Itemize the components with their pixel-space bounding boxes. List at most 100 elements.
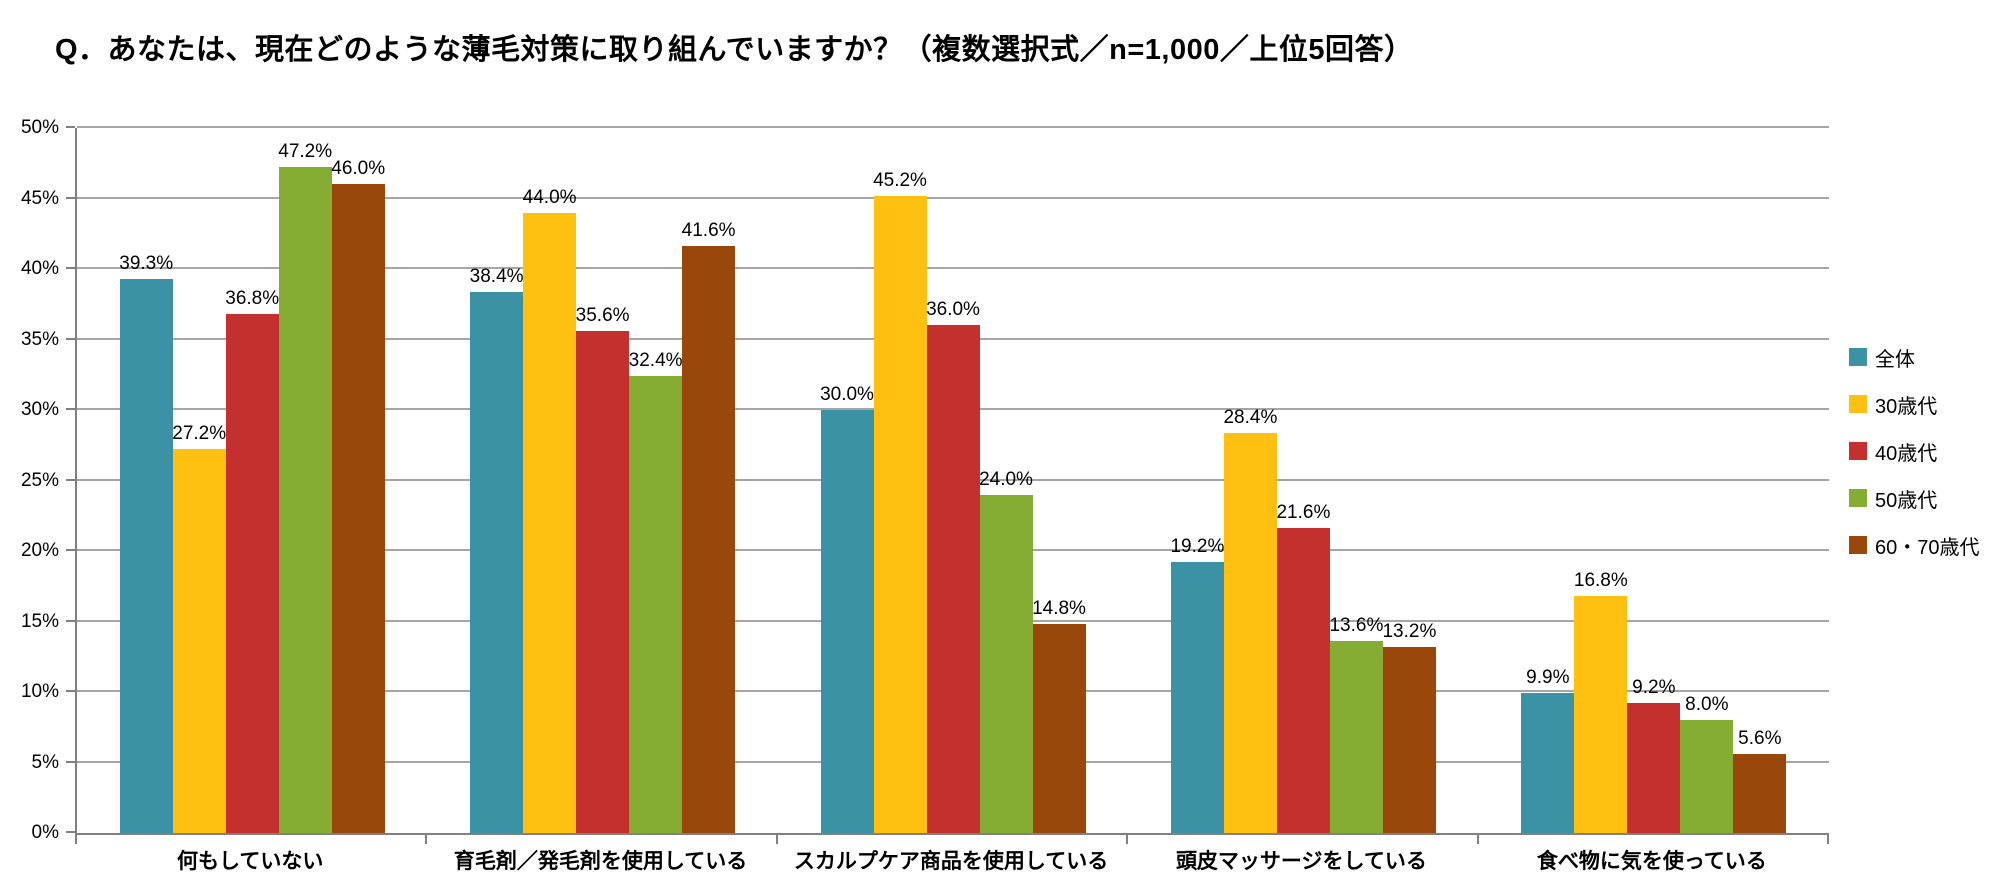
bar-data-label: 14.8%	[1032, 598, 1086, 620]
bar-data-label: 46.0%	[331, 158, 386, 180]
legend-label: 全体	[1875, 348, 1915, 371]
y-axis: 0% 5% 10% 15% 20% 25% 30% 35% 40% 45% 50%	[0, 117, 75, 843]
bar-data-label: 13.6%	[1329, 615, 1384, 637]
bar-group: 39.3% 27.2% 36.8% 47.2% 46.0%	[77, 128, 427, 833]
bar-全体: 19.2%	[1170, 536, 1224, 833]
bar-50歳代: 13.6%	[1329, 615, 1383, 833]
bar-groups: 39.3% 27.2% 36.8% 47.2% 46.0% 38.4% 44.0% 35.6%…	[77, 128, 1829, 833]
bar-group: 30.0% 45.2% 36.0% 24.0% 14.8%	[778, 128, 1128, 833]
bar-全体: 38.4%	[470, 266, 524, 833]
bar-50歳代: 47.2%	[278, 141, 332, 833]
y-axis-tick-mark	[66, 126, 75, 128]
category-label: 食べ物に気を使っている	[1536, 850, 1767, 873]
bar-data-label: 9.9%	[1526, 667, 1570, 689]
category-label: スカルプケア商品を使用している	[793, 850, 1109, 873]
legend-swatch-icon	[1849, 536, 1867, 554]
bar-60・70歳代: 41.6%	[682, 220, 736, 833]
bar-data-label: 28.4%	[1223, 406, 1278, 428]
y-axis-tick-mark	[66, 831, 75, 833]
bar-group: 19.2% 28.4% 21.6% 13.6% 13.2%	[1128, 128, 1478, 833]
chart-title: Q．あなたは、現在どのような薄毛対策に取り組んでいますか？（複数選択式／n=1,…	[55, 34, 1414, 66]
plot-area: 39.3% 27.2% 36.8% 47.2% 46.0% 38.4% 44.0% 35.6%…	[75, 126, 1829, 835]
bar-data-label: 8.0%	[1685, 694, 1729, 716]
legend-label: 60・70歳代	[1875, 536, 1980, 559]
legend: 全体 30歳代 40歳代 50歳代 60・70歳代	[1849, 344, 1980, 579]
y-axis-tick-mark	[66, 619, 75, 622]
legend-swatch-icon	[1849, 489, 1867, 507]
bar-group: 38.4% 44.0% 35.6% 32.4% 41.6%	[427, 128, 777, 833]
category-label: 何もしていない	[177, 850, 324, 873]
y-axis-tick-label: 50%	[20, 117, 59, 138]
legend-item: 40歳代	[1849, 438, 1980, 465]
bar-data-label: 36.8%	[225, 288, 280, 310]
gridline	[77, 196, 1829, 199]
x-axis-labels: 何もしていない 育毛剤／発毛剤を使用している スカルプケア商品を使用している 頭皮マッ…	[75, 845, 1827, 875]
legend-label: 50歳代	[1875, 489, 1938, 512]
y-axis-tick-label: 20%	[20, 540, 59, 561]
bar-data-label: 16.8%	[1573, 570, 1628, 592]
bar-60・70歳代: 13.2%	[1382, 621, 1436, 833]
y-axis-tick-label: 10%	[20, 681, 59, 702]
bar-40歳代: 9.2%	[1627, 677, 1681, 833]
bar-50歳代: 32.4%	[629, 350, 683, 833]
bar-全体: 39.3%	[119, 253, 173, 833]
legend-swatch-icon	[1849, 348, 1867, 366]
bar-data-label: 45.2%	[873, 169, 927, 191]
y-axis-tick-mark	[66, 690, 75, 692]
x-axis-tick-mark	[1476, 835, 1479, 844]
bar-data-label: 39.3%	[119, 252, 174, 274]
y-axis-tick-mark	[66, 549, 75, 551]
bar-30歳代: 16.8%	[1574, 570, 1628, 833]
category-label: 頭皮マッサージをしている	[1175, 850, 1427, 873]
bar-data-label: 9.2%	[1632, 677, 1676, 699]
bar-50歳代: 8.0%	[1680, 694, 1734, 833]
bar-30歳代: 44.0%	[523, 187, 577, 833]
x-axis-tick-mark	[1827, 835, 1829, 844]
bar-data-label: 21.6%	[1276, 502, 1331, 524]
y-axis-tick-mark	[66, 196, 75, 199]
bar-data-label: 30.0%	[820, 384, 874, 405]
gridline	[77, 126, 1829, 128]
legend-item: 全体	[1849, 344, 1980, 371]
x-axis-tick-mark	[775, 835, 778, 844]
bar-data-label: 32.4%	[628, 350, 683, 372]
bar-data-label: 44.0%	[522, 186, 577, 208]
gridline	[77, 267, 1829, 269]
legend-item: 50歳代	[1849, 485, 1980, 512]
legend-swatch-icon	[1849, 442, 1867, 460]
bar-30歳代: 27.2%	[172, 423, 226, 833]
y-axis-tick-label: 40%	[20, 258, 59, 279]
x-axis-tick-mark	[75, 835, 77, 844]
y-axis-tick-label: 45%	[20, 187, 59, 209]
bar-60・70歳代: 14.8%	[1032, 598, 1086, 833]
bar-全体: 30.0%	[820, 384, 874, 833]
y-axis-tick-label: 0%	[31, 822, 59, 843]
bar-30歳代: 45.2%	[873, 170, 927, 833]
y-axis-tick-label: 25%	[20, 469, 59, 491]
x-axis-ticks	[75, 835, 1829, 845]
y-axis-tick-mark	[66, 267, 75, 269]
bar-data-label: 41.6%	[681, 220, 736, 242]
bar-data-label: 47.2%	[278, 141, 333, 163]
bar-60・70歳代: 5.6%	[1733, 728, 1787, 833]
y-axis-tick-label: 30%	[20, 399, 59, 420]
bar-data-label: 27.2%	[172, 423, 227, 445]
bar-30歳代: 28.4%	[1223, 407, 1277, 833]
y-axis-tick-label: 35%	[20, 328, 59, 350]
legend-label: 40歳代	[1875, 442, 1938, 465]
bar-data-label: 38.4%	[469, 265, 524, 287]
bar-data-label: 24.0%	[979, 468, 1033, 490]
bar-data-label: 13.2%	[1382, 620, 1437, 642]
legend-label: 30歳代	[1875, 395, 1938, 418]
bar-60・70歳代: 46.0%	[331, 158, 385, 833]
bar-data-label: 5.6%	[1738, 728, 1782, 750]
bar-data-label: 36.0%	[926, 299, 980, 321]
x-axis-tick-mark	[425, 835, 428, 844]
y-axis-tick-mark	[66, 408, 75, 410]
legend-item: 60・70歳代	[1849, 532, 1980, 559]
y-axis-tick-mark	[66, 760, 75, 763]
bar-data-label: 35.6%	[575, 305, 630, 327]
y-axis-tick-mark	[66, 478, 75, 481]
y-axis-tick-mark	[66, 337, 75, 340]
y-axis-tick-label: 15%	[20, 610, 59, 632]
